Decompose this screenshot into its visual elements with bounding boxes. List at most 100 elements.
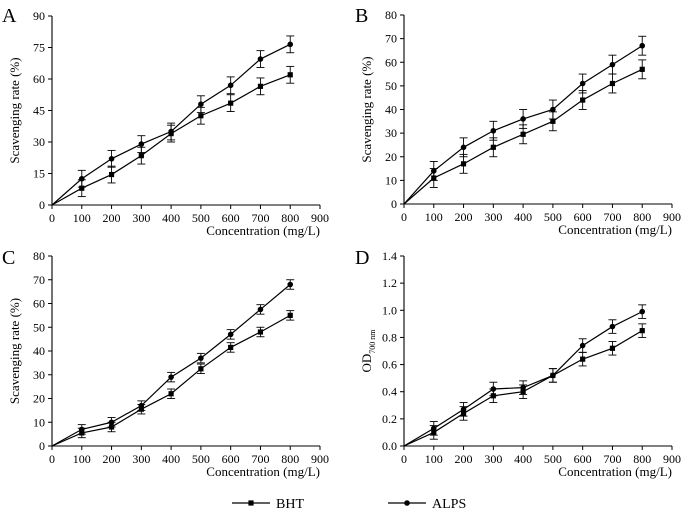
y-tick-label: 80 xyxy=(385,8,397,22)
y-tick-label: 50 xyxy=(33,320,45,334)
data-point-alps xyxy=(639,42,646,49)
x-tick-label: 0 xyxy=(49,211,55,225)
data-point-bht xyxy=(168,391,174,397)
legend: BHT ALPS xyxy=(232,497,466,511)
y-tick-label: 1.4 xyxy=(382,249,397,263)
data-point-alps xyxy=(198,355,204,361)
x-tick-label: 600 xyxy=(222,452,240,466)
x-tick-label: 600 xyxy=(222,211,240,225)
legend-label-bht: BHT xyxy=(276,497,304,511)
y-axis-title-subscript: 700 nm xyxy=(368,329,377,354)
data-point-bht xyxy=(108,171,115,178)
panel-letter-a: A xyxy=(2,5,17,27)
panel-letter-d: D xyxy=(355,247,369,269)
y-axis-title: Scavenging rate (%) xyxy=(7,57,22,163)
x-tick-label: 500 xyxy=(544,210,562,224)
x-tick-label: 500 xyxy=(192,211,210,225)
x-tick-label: 300 xyxy=(132,211,150,225)
data-point-alps xyxy=(430,168,437,174)
data-point-alps xyxy=(108,419,115,426)
data-point-alps xyxy=(430,425,437,432)
x-tick-label: 200 xyxy=(103,211,121,225)
y-tick-label: 1.0 xyxy=(382,303,397,317)
x-tick-label: 100 xyxy=(425,452,443,466)
legend-label-alps: ALPS xyxy=(432,497,466,511)
data-point-bht xyxy=(460,161,467,167)
x-tick-label: 800 xyxy=(633,210,651,224)
series-line-alps xyxy=(403,311,643,447)
data-point-bht xyxy=(550,118,556,124)
y-tick-label: 60 xyxy=(33,297,45,311)
x-tick-label: 400 xyxy=(514,210,532,224)
data-point-bht xyxy=(609,345,616,351)
data-point-alps xyxy=(78,175,85,182)
data-point-alps xyxy=(138,141,145,147)
x-tick-label: 100 xyxy=(73,452,91,466)
data-point-bht xyxy=(257,83,264,89)
data-point-bht xyxy=(228,344,234,351)
x-tick-label: 900 xyxy=(311,452,329,466)
data-point-alps xyxy=(168,128,174,135)
panel-d: D 0 100 200 300 400 500 600 700 800 900 0.0 0.2 0.4 0.… xyxy=(355,247,681,479)
y-tick-label: 30 xyxy=(33,135,45,149)
y-tick-label: 30 xyxy=(385,126,397,140)
data-point-alps xyxy=(198,101,204,107)
data-point-alps xyxy=(138,402,145,409)
y-tick-label: 20 xyxy=(385,150,397,164)
x-tick-label: 200 xyxy=(455,452,473,466)
y-axis-title-main: OD xyxy=(359,354,374,373)
data-point-alps xyxy=(460,144,467,151)
data-point-alps xyxy=(227,331,234,338)
data-point-alps xyxy=(579,342,586,349)
x-tick-label: 800 xyxy=(281,211,299,225)
data-point-alps xyxy=(520,116,526,122)
x-tick-label: 600 xyxy=(574,210,592,224)
y-tick-label: 10 xyxy=(385,173,397,187)
x-tick-label: 400 xyxy=(514,452,532,466)
data-point-bht xyxy=(639,328,645,334)
x-tick-label: 0 xyxy=(401,452,407,466)
y-tick-label: 60 xyxy=(33,72,45,86)
data-point-alps xyxy=(168,374,174,380)
data-point-alps xyxy=(257,306,264,313)
y-tick-label: 40 xyxy=(33,344,45,358)
data-point-alps xyxy=(490,386,497,392)
data-point-bht xyxy=(138,153,144,159)
data-point-bht xyxy=(580,356,586,362)
x-tick-label: 600 xyxy=(574,452,592,466)
panel-c: C 0 100 200 300 400 500 600 700 800 900 0 10 20 30 40 50… xyxy=(2,247,329,479)
data-point-bht xyxy=(287,312,293,318)
y-tick-label: 30 xyxy=(33,368,45,382)
x-tick-label: 700 xyxy=(251,452,269,466)
x-tick-label: 500 xyxy=(544,452,562,466)
panel-a: A 0 100 200 300 400 500 600 700 800 900 0 15 30 45 60 75… xyxy=(2,5,329,238)
y-tick-label: 0.6 xyxy=(382,358,397,372)
y-tick-label: 0 xyxy=(391,197,397,211)
data-point-bht xyxy=(490,144,496,150)
y-tick-label: 1.2 xyxy=(382,276,397,290)
legend-marker-bht xyxy=(248,500,254,506)
data-point-bht xyxy=(257,329,264,335)
data-point-bht xyxy=(79,185,85,191)
data-point-bht xyxy=(520,131,526,137)
data-point-bht xyxy=(580,97,586,103)
x-tick-label: 700 xyxy=(603,452,621,466)
panel-b: B 0 100 200 300 400 500 600 700 800 900 0 10 20 30 40 50… xyxy=(355,5,681,237)
x-tick-label: 700 xyxy=(603,210,621,224)
data-point-alps xyxy=(78,426,85,433)
x-tick-label: 200 xyxy=(103,452,121,466)
y-tick-label: 50 xyxy=(385,79,397,93)
data-point-alps xyxy=(257,56,264,62)
data-point-bht xyxy=(609,80,616,87)
x-axis-title: Concentration (mg/L) xyxy=(558,222,672,237)
data-point-bht xyxy=(198,366,204,372)
x-tick-label: 0 xyxy=(49,452,55,466)
y-tick-label: 70 xyxy=(33,273,45,287)
data-point-alps xyxy=(609,61,616,68)
y-tick-label: 45 xyxy=(33,104,45,118)
y-tick-label: 0.0 xyxy=(382,439,397,453)
data-point-bht xyxy=(639,66,645,72)
data-point-alps xyxy=(490,127,497,134)
y-tick-label: 80 xyxy=(33,249,45,263)
